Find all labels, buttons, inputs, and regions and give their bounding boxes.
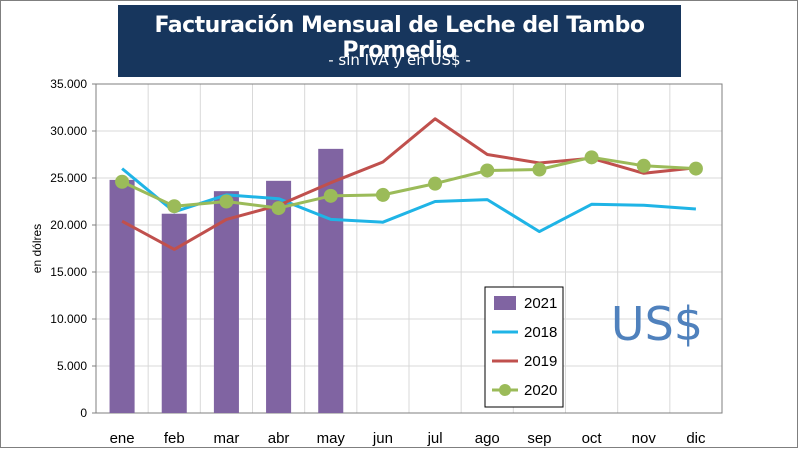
y-tick-label: 15.000 xyxy=(50,265,87,279)
y-tick-label: 0 xyxy=(80,406,87,420)
legend-label-2019: 2019 xyxy=(524,353,557,370)
bar-series-2021 xyxy=(109,148,344,414)
y-tick-label: 20.000 xyxy=(50,218,87,232)
point-2020 xyxy=(375,187,390,202)
x-axis-ticks: ene feb mar abr may jun jul ago sep oct nov dic xyxy=(110,430,706,447)
y-tick-label: 35.000 xyxy=(50,77,87,91)
point-2020 xyxy=(219,194,234,209)
y-tick-label: 25.000 xyxy=(50,171,87,185)
bar-2021 xyxy=(161,213,187,413)
y-tick-label: 5.000 xyxy=(57,359,87,373)
y-tick-label: 30.000 xyxy=(50,124,87,138)
y-tick-label: 10.000 xyxy=(50,312,87,326)
point-2020 xyxy=(584,150,599,165)
x-tick-label: nov xyxy=(632,430,657,447)
y-axis-label: en dólres xyxy=(30,224,44,273)
line-2018 xyxy=(121,167,697,234)
x-tick-label: may xyxy=(317,430,346,447)
legend: 2021 2018 2019 2020 xyxy=(484,286,564,408)
grid-lines xyxy=(96,84,722,413)
point-2020 xyxy=(115,174,130,189)
bar-2021 xyxy=(266,180,292,413)
bar-2021 xyxy=(109,179,135,413)
y-axis-ticks: 0 5.000 10.000 15.000 20.000 25.000 30.000 35.0… xyxy=(50,77,96,420)
x-tick-label: dic xyxy=(686,430,706,447)
chart-subtitle: - sin IVA y en US$ - xyxy=(328,51,471,69)
legend-label-2018: 2018 xyxy=(524,324,557,341)
x-tick-label: abr xyxy=(268,430,290,447)
x-tick-label: feb xyxy=(164,430,185,447)
point-2020 xyxy=(688,161,703,176)
title-banner: Facturación Mensual de Leche del Tambo P… xyxy=(118,5,681,77)
legend-label-2020: 2020 xyxy=(524,382,557,399)
currency-badge: US$ xyxy=(611,297,703,351)
legend-swatch-2021 xyxy=(494,296,516,310)
x-tick-label: jun xyxy=(372,430,393,447)
x-tick-label: mar xyxy=(213,430,239,447)
point-2020 xyxy=(636,158,651,173)
point-2020 xyxy=(323,188,338,203)
x-tick-label: ago xyxy=(475,430,500,447)
bar-2021 xyxy=(318,148,344,414)
x-tick-label: ene xyxy=(110,430,135,447)
plot-area xyxy=(95,83,723,414)
x-tick-label: sep xyxy=(527,430,551,447)
x-tick-label: jul xyxy=(427,430,443,447)
chart-title: Facturación Mensual de Leche del Tambo P… xyxy=(154,13,645,63)
point-2020 xyxy=(480,163,495,178)
point-2020 xyxy=(532,162,547,177)
x-tick-label: oct xyxy=(582,430,603,447)
line-2019 xyxy=(121,117,697,251)
point-2020 xyxy=(428,176,443,191)
bar-2021 xyxy=(213,191,239,413)
legend-marker-2020 xyxy=(499,384,511,396)
point-2020 xyxy=(271,201,286,216)
point-2020 xyxy=(167,199,182,214)
line-2020 xyxy=(121,155,696,210)
line-series xyxy=(115,117,703,251)
legend-label-2021: 2021 xyxy=(524,295,557,312)
